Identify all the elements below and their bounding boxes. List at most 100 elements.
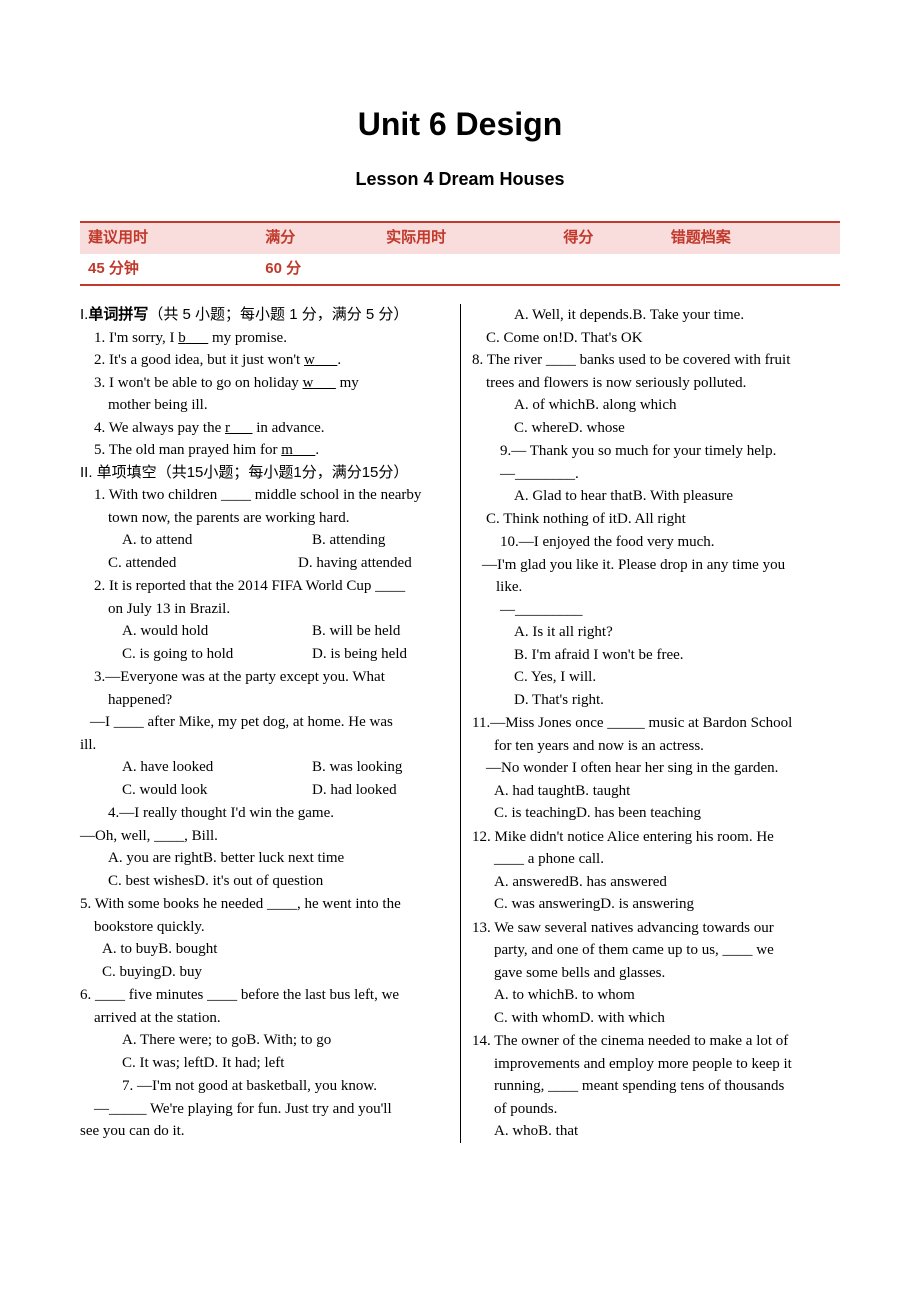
s1-q1-letter: b — [178, 330, 186, 346]
q3-l4: ill. — [80, 734, 448, 757]
q6-l2: arrived at the station. — [80, 1007, 448, 1030]
q14-l4: of pounds. — [472, 1098, 840, 1121]
q2-opts1: A. would holdB. will be held — [80, 620, 448, 643]
q14-l2: improvements and employ more people to k… — [472, 1053, 840, 1076]
q11-d: D. has been teaching — [576, 805, 701, 821]
q11-b: B. taught — [575, 783, 630, 799]
q5-c: C. buying — [102, 964, 161, 980]
s1-q4: 4. We always pay the r in advance. — [80, 417, 448, 440]
s2-roman: II. — [80, 464, 97, 481]
q1-opts2: C. attendedD. having attended — [80, 552, 448, 575]
q4-d: D. it's out of question — [194, 873, 323, 889]
s2-q9: 9.— Thank you so much for your timely he… — [472, 440, 840, 530]
q13-d: D. with which — [579, 1010, 664, 1026]
q3-l1: 3.—Everyone was at the party except you.… — [80, 666, 448, 689]
q7-l1: 7. —I'm not good at basketball, you know… — [80, 1075, 448, 1098]
info-v5 — [663, 254, 840, 286]
s1-q4-blank: r — [225, 420, 253, 436]
s1-q1-pre: I'm sorry, I — [109, 330, 178, 346]
q8-opts1: A. of whichB. along which — [472, 394, 840, 417]
s1-q1-n: 1. — [94, 330, 105, 346]
q12-l2: ____ a phone call. — [472, 848, 840, 871]
q10-l4: —_________ — [472, 599, 840, 622]
q7-b: B. Take your time. — [633, 307, 745, 323]
q4-l2: —Oh, well, ____, Bill. — [80, 825, 448, 848]
q11-c: C. is teaching — [494, 805, 576, 821]
s1-q4-post: in advance. — [252, 420, 324, 436]
q3-l3: —I ____ after Mike, my pet dog, at home.… — [80, 711, 448, 734]
q8-l2: trees and flowers is now seriously pollu… — [472, 372, 840, 395]
q7-opts1: A. Well, it depends.B. Take your time. — [472, 304, 840, 327]
q10-b: B. I'm afraid I won't be free. — [472, 644, 840, 667]
q7-l2: —_____ We're playing for fun. Just try a… — [80, 1098, 448, 1121]
info-h3: 实际用时 — [378, 222, 555, 254]
q11-l3: —No wonder I often hear her sing in the … — [472, 757, 840, 780]
q6-d: D. It had; left — [204, 1055, 285, 1071]
q7-a: A. Well, it depends. — [514, 307, 633, 323]
q5-a: A. to buy — [102, 941, 158, 957]
q2-opts2: C. is going to holdD. is being held — [80, 643, 448, 666]
q1-a: A. to attend — [122, 529, 312, 552]
s1-q5-pre: The old man prayed him for — [109, 442, 281, 458]
q3-d: D. had looked — [312, 779, 397, 802]
q11-opts2: C. is teachingD. has been teaching — [472, 802, 840, 825]
section1-head: I.单词拼写（共 5 小题；每小题 1 分，满分 5 分） — [80, 304, 448, 327]
q6-l1: 6. ____ five minutes ____ before the las… — [80, 984, 448, 1007]
q1-l1: 1. With two children ____ middle school … — [80, 484, 448, 507]
q6-opts1: A. There were; to goB. With; to go — [80, 1029, 448, 1052]
q10-a: A. Is it all right? — [472, 621, 840, 644]
q9-b: B. With pleasure — [633, 488, 733, 504]
q7-l3: see you can do it. — [80, 1120, 448, 1143]
s1-q3-cont: mother being ill. — [80, 394, 448, 417]
q14-l3: running, ____ meant spending tens of tho… — [472, 1075, 840, 1098]
s2-q8: 8. The river ____ banks used to be cover… — [472, 349, 840, 439]
s1-q2-letter: w — [304, 352, 315, 368]
s2-q3: 3.—Everyone was at the party except you.… — [80, 666, 448, 801]
s2-tail: （共15小题；每小题1分，满分15分） — [157, 464, 409, 481]
q12-opts1: A. answeredB. has answered — [472, 871, 840, 894]
q11-opts1: A. had taughtB. taught — [472, 780, 840, 803]
s2-q13: 13. We saw several natives advancing tow… — [472, 917, 840, 1030]
s1-q5-blank: m — [281, 442, 315, 458]
s2-q6: 6. ____ five minutes ____ before the las… — [80, 984, 448, 1074]
info-h5: 错题档案 — [663, 222, 840, 254]
q8-d: D. whose — [568, 420, 625, 436]
q6-a: A. There were; to go — [122, 1032, 246, 1048]
q2-c: C. is going to hold — [122, 643, 312, 666]
q1-d: D. having attended — [298, 552, 412, 575]
q9-l1: 9.— Thank you so much for your timely he… — [472, 440, 840, 463]
q10-c: C. Yes, I will. — [472, 666, 840, 689]
q3-l2: happened? — [80, 689, 448, 712]
q13-c: C. with whom — [494, 1010, 579, 1026]
s2-q14: 14. The owner of the cinema needed to ma… — [472, 1030, 840, 1143]
s1-q3-post: my — [336, 375, 359, 391]
q10-l3: like. — [472, 576, 840, 599]
q8-opts2: C. whereD. whose — [472, 417, 840, 440]
q3-c: C. would look — [122, 779, 312, 802]
s1-q3-pre: I won't be able to go on holiday — [109, 375, 303, 391]
q9-opts1: A. Glad to hear thatB. With pleasure — [472, 485, 840, 508]
info-header-row: 建议用时 满分 实际用时 得分 错题档案 — [80, 222, 840, 254]
q4-b: B. better luck next time — [203, 850, 344, 866]
s1-q3-blank: w — [303, 375, 336, 391]
q2-l2: on July 13 in Brazil. — [80, 598, 448, 621]
q10-l1: 10.—I enjoyed the food very much. — [472, 531, 840, 554]
q9-d: D. All right — [617, 511, 686, 527]
q11-a: A. had taught — [494, 783, 575, 799]
q5-l1: 5. With some books he needed ____, he we… — [80, 893, 448, 916]
q4-c: C. best wishes — [108, 873, 194, 889]
info-h4: 得分 — [555, 222, 662, 254]
q14-opts1: A. whoB. that — [472, 1120, 840, 1143]
s1-q1-post: my promise. — [208, 330, 287, 346]
s1-bold: 单词拼写 — [88, 306, 148, 323]
info-h2: 满分 — [257, 222, 378, 254]
q2-d: D. is being held — [312, 643, 407, 666]
q14-l1: 14. The owner of the cinema needed to ma… — [472, 1030, 840, 1053]
q9-a: A. Glad to hear that — [514, 488, 633, 504]
s1-q5-letter: m — [281, 442, 293, 458]
q13-b: B. to whom — [564, 987, 634, 1003]
q9-opts2: C. Think nothing of itD. All right — [472, 508, 840, 531]
q13-a: A. to which — [494, 987, 564, 1003]
q1-c: C. attended — [108, 552, 298, 575]
q11-l2: for ten years and now is an actress. — [472, 735, 840, 758]
